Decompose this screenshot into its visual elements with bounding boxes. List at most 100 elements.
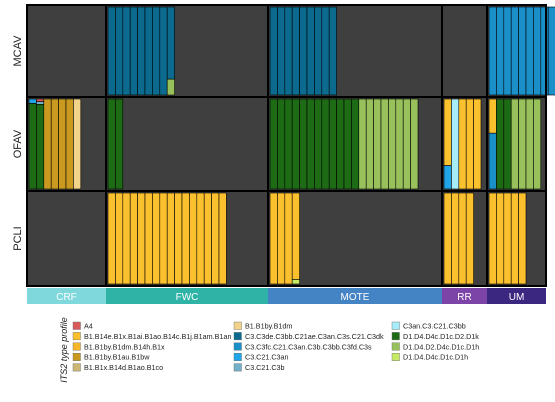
legend-label: D1.D4.D2.D4c.D1c.D1h bbox=[403, 342, 479, 351]
bar-segment bbox=[36, 101, 45, 105]
bar-segment bbox=[115, 6, 124, 96]
bar-segment bbox=[547, 6, 555, 96]
panel-ofav-fwc bbox=[105, 96, 269, 192]
bar-segment bbox=[451, 98, 460, 190]
legend-label: B1.B1x.B14d.B1ao.B1co bbox=[84, 363, 163, 372]
legend-label: C3.C21.C3b bbox=[245, 363, 285, 372]
legend-item: D1.D4.D4c.D1c.D2.D1k bbox=[391, 332, 479, 341]
legend-label: B1.B1by.B1dm.B14h.B1x bbox=[84, 342, 165, 351]
bar-segment bbox=[518, 98, 527, 190]
bar-segment bbox=[107, 6, 116, 96]
bar-segment bbox=[269, 98, 278, 190]
bar-segment bbox=[402, 98, 411, 190]
bar-segment bbox=[36, 98, 45, 102]
bar-segment bbox=[28, 98, 37, 104]
legend-item: C3.C21.C3b bbox=[233, 363, 285, 372]
bar-segment bbox=[358, 98, 367, 190]
site-strips: CRF FWC MOTE RR UM bbox=[27, 288, 546, 304]
legend-item: C3.C3de.C3bb.C21ae.C3an.C3s.C21.C3dk bbox=[233, 332, 384, 341]
site-label-mote: MOTE bbox=[341, 292, 370, 303]
site-strip-crf bbox=[27, 288, 106, 304]
bar-segment bbox=[166, 78, 175, 96]
site-strip-fwc bbox=[106, 288, 268, 304]
bar-segment bbox=[443, 192, 452, 285]
bar-segment bbox=[203, 192, 212, 285]
panels bbox=[26, 4, 555, 287]
panel-background bbox=[27, 191, 106, 286]
bar-segment bbox=[58, 98, 67, 190]
bar-segment bbox=[65, 98, 74, 190]
legend-label: D1.D4.D4c.D1c.D1h bbox=[403, 353, 468, 362]
bar-segment bbox=[443, 165, 452, 190]
bar-segment bbox=[510, 192, 519, 285]
site-strip-um bbox=[487, 288, 546, 304]
bar-segment bbox=[503, 98, 512, 190]
bar-segment bbox=[43, 98, 52, 190]
legend-item: C3an.C3.C21.C3bb bbox=[391, 321, 466, 331]
legend-label: C3.C3de.C3bb.C21ae.C3an.C3s.C21.C3dk bbox=[245, 332, 384, 341]
bar-segment bbox=[525, 6, 534, 96]
bar-segment bbox=[122, 6, 131, 96]
panel-ofav-um bbox=[486, 96, 547, 192]
bar-segment bbox=[488, 98, 497, 134]
bar-segment bbox=[525, 98, 534, 190]
bar-segment bbox=[465, 98, 474, 190]
bar-segment bbox=[314, 6, 323, 96]
legend-swatch bbox=[233, 321, 242, 330]
bar-segment bbox=[107, 192, 116, 285]
bar-segment bbox=[291, 279, 300, 285]
bar-segment bbox=[351, 98, 360, 190]
panel-pcli-crf bbox=[26, 190, 107, 287]
bar-segment bbox=[380, 98, 389, 190]
legend-swatch bbox=[72, 332, 81, 341]
bar-segment bbox=[73, 98, 82, 190]
panel-pcli-fwc bbox=[105, 190, 269, 287]
bar-segment bbox=[174, 192, 183, 285]
site-label-rr: RR bbox=[457, 292, 471, 303]
bar-segment bbox=[152, 192, 161, 285]
bar-segment bbox=[488, 132, 497, 190]
legend-swatch bbox=[233, 363, 242, 372]
panel-background bbox=[27, 5, 106, 97]
row-labels: MCAV OFAV PCLI bbox=[12, 35, 24, 251]
bar-segment bbox=[343, 98, 352, 190]
bar-segment bbox=[284, 6, 293, 96]
legend-item: B1.B1by.B1au.B1bw bbox=[72, 353, 150, 362]
legend-label: A4 bbox=[84, 322, 93, 331]
bar-segment bbox=[137, 192, 146, 285]
bar-segment bbox=[451, 192, 460, 285]
bar-segment bbox=[159, 192, 168, 285]
bar-segment bbox=[306, 6, 315, 96]
legend-label: D1.D4.D4c.D1c.D2.D1k bbox=[403, 332, 479, 341]
bar-segment bbox=[488, 6, 497, 96]
legend-label: C3.C3fc.C21.C3an.C3b.C3bb.C3fd.C3s bbox=[245, 342, 372, 351]
legend-label: B1.B14e.B1x.B1ai.B1ao.B14c.B1j.B1am.B1an bbox=[84, 332, 231, 341]
legend-item: D1.D4.D4c.D1c.D1h bbox=[391, 353, 468, 362]
bar-segment bbox=[181, 192, 190, 285]
bar-segment bbox=[395, 98, 404, 190]
legend-item: C3.C3fc.C21.C3an.C3b.C3bb.C3fd.C3s bbox=[233, 342, 372, 351]
bar-segment bbox=[144, 6, 153, 96]
legend-label: B1.B1by.B1au.B1bw bbox=[84, 353, 150, 362]
bar-segment bbox=[137, 6, 146, 96]
bar-segment bbox=[291, 6, 300, 96]
bar-segment bbox=[503, 6, 512, 96]
panel-mcav-mote bbox=[267, 4, 443, 98]
legend-item: B1.B1x.B14d.B1ao.B1co bbox=[72, 363, 163, 372]
bar-segment bbox=[373, 98, 382, 190]
bar-segment bbox=[458, 98, 467, 190]
bar-segment bbox=[189, 192, 198, 285]
legend-swatch bbox=[391, 332, 400, 341]
panel-border bbox=[486, 190, 547, 287]
bar-segment bbox=[211, 192, 220, 285]
bar-segment bbox=[496, 98, 505, 190]
bar-segment bbox=[410, 98, 419, 190]
bar-segment bbox=[299, 6, 308, 96]
bar-segment bbox=[533, 98, 542, 190]
panel-pcli-rr bbox=[441, 190, 488, 287]
legend-swatch bbox=[72, 321, 81, 330]
panel-ofav-crf bbox=[26, 96, 107, 192]
legend-swatch bbox=[391, 321, 400, 330]
bar-segment bbox=[107, 98, 116, 190]
